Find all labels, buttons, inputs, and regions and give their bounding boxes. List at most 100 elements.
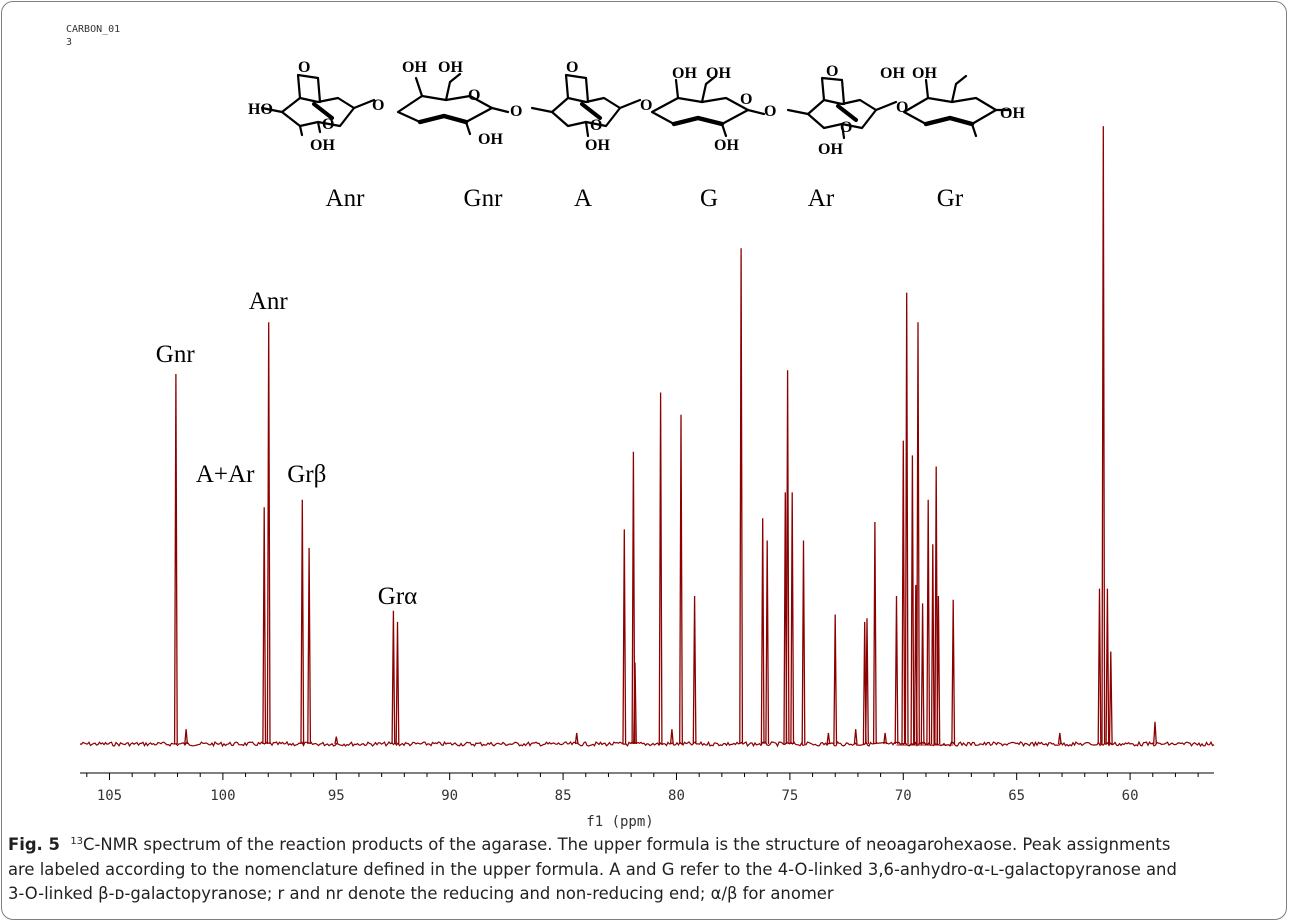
peak-39 xyxy=(930,544,935,745)
x-tick-label: 100 xyxy=(210,788,235,804)
residue-labels: Anr Gnr A G Ar Gr xyxy=(326,185,964,212)
corner-label-line2: 3 xyxy=(66,37,72,48)
residue-anr-drawing xyxy=(260,73,376,137)
atom-label-14: OH xyxy=(672,65,697,82)
atom-label-10: O xyxy=(566,59,578,76)
residue-label-a: A xyxy=(574,185,592,212)
x-axis-label: f1 (ppm) xyxy=(586,814,653,830)
residue-g-drawing xyxy=(650,74,766,138)
atom-label-22: O xyxy=(896,99,908,116)
peak-46 xyxy=(1105,588,1110,745)
annotation-2: A+Ar xyxy=(196,461,255,488)
peak-15 xyxy=(679,414,683,745)
peak-5 xyxy=(307,547,312,745)
caption-text-1: C-NMR spectrum of the reaction products … xyxy=(83,835,1171,854)
peak-43 xyxy=(1057,732,1062,745)
atom-label-15: OH xyxy=(706,65,731,82)
peak-36 xyxy=(916,322,920,745)
corner-label-line1: CARBON_01 xyxy=(66,24,120,35)
peak-30 xyxy=(883,732,888,745)
annotation-0: Gnr xyxy=(156,341,196,368)
peak-26 xyxy=(853,729,858,745)
atom-label-12: OH xyxy=(585,137,610,154)
peak-annotations: Gnr Anr A+Ar Grβ Grα xyxy=(156,288,417,610)
peak-1 xyxy=(184,729,189,745)
x-tick-label: 80 xyxy=(668,788,685,804)
caption-superscript: 13 xyxy=(70,836,84,847)
caption-fig-label: Fig. 5 xyxy=(8,835,60,854)
x-tick-label: 70 xyxy=(895,788,912,804)
peak-24 xyxy=(826,732,831,745)
peak-22 xyxy=(790,492,795,745)
atom-label-4: O xyxy=(372,97,384,114)
atom-label-24: OH xyxy=(912,65,937,82)
x-tick-label: 75 xyxy=(781,788,798,804)
peak-41 xyxy=(936,595,941,745)
atom-label-21: OH xyxy=(818,141,843,158)
atom-label-16: O xyxy=(740,91,752,108)
peak-21 xyxy=(785,370,790,745)
caption-line-2: are labeled according to the nomenclatur… xyxy=(8,859,1177,879)
atom-label-6: OH xyxy=(438,59,463,76)
atom-label-18: O xyxy=(764,103,776,120)
x-tick-label: 90 xyxy=(441,788,458,804)
atom-label-19: O xyxy=(826,63,838,80)
peak-0 xyxy=(173,373,178,745)
atom-label-13: O xyxy=(640,97,652,114)
peak-31 xyxy=(894,595,899,745)
atom-label-1: O xyxy=(298,59,310,76)
caption-line-1: Fig. 5 13C-NMR spectrum of the reaction … xyxy=(8,833,1280,858)
peak-7 xyxy=(391,610,396,745)
residue-gr-drawing xyxy=(902,74,1012,138)
residue-a-drawing xyxy=(530,73,642,138)
peak-14 xyxy=(669,729,674,745)
peak-34 xyxy=(910,455,915,745)
peak-33 xyxy=(904,292,909,745)
x-tick-label: 85 xyxy=(555,788,572,804)
annotation-1: Anr xyxy=(249,288,289,315)
peak-37 xyxy=(920,603,925,745)
peak-9 xyxy=(574,732,579,745)
x-axis-ticks: 105 100 95 90 85 80 75 70 65 60 xyxy=(86,773,1199,804)
peak-4 xyxy=(300,499,305,745)
annotation-4: Grα xyxy=(378,583,417,610)
x-tick-label: 95 xyxy=(328,788,345,804)
atom-label-8: OH xyxy=(478,131,503,148)
residue-gnr-drawing xyxy=(396,72,510,136)
atom-label-0: HO xyxy=(248,101,273,118)
peak-2 xyxy=(262,507,267,745)
spectrum-peaks xyxy=(173,126,1157,745)
atom-label-17: OH xyxy=(714,137,739,154)
peak-18 xyxy=(760,518,765,745)
x-tick-label: 60 xyxy=(1122,788,1139,804)
peak-25 xyxy=(833,614,838,745)
peak-11 xyxy=(631,451,636,745)
atom-label-3: OH xyxy=(310,137,335,154)
peak-40 xyxy=(934,466,939,745)
residue-label-gr: Gr xyxy=(937,185,964,212)
peak-3 xyxy=(266,322,271,745)
peak-47 xyxy=(1108,651,1113,745)
nmr-figure: CARBON_01 3 xyxy=(66,24,1215,830)
residue-label-anr: Anr xyxy=(326,185,366,212)
peak-10 xyxy=(622,529,627,745)
caption-line-3: 3-O-linked β-ᴅ-galactopyranose; r and nr… xyxy=(8,884,834,903)
neoagarohexaose-structure xyxy=(260,72,1012,140)
atom-label-23: OH xyxy=(880,65,905,82)
atom-label-9: O xyxy=(510,103,522,120)
atom-label-25: OH xyxy=(1000,105,1025,122)
residue-ar-drawing xyxy=(786,76,898,140)
atom-label-5: OH xyxy=(402,59,427,76)
peak-12 xyxy=(633,662,637,745)
peak-17 xyxy=(739,248,744,745)
peak-28 xyxy=(865,618,869,745)
annotation-3: Grβ xyxy=(287,461,326,488)
figure-caption: Fig. 5 13C-NMR spectrum of the reaction … xyxy=(8,833,1280,907)
x-tick-label: 65 xyxy=(1008,788,1025,804)
peak-38 xyxy=(926,499,931,745)
peak-44 xyxy=(1097,588,1102,745)
atom-label-7: O xyxy=(468,87,480,104)
x-tick-label: 105 xyxy=(97,788,122,804)
